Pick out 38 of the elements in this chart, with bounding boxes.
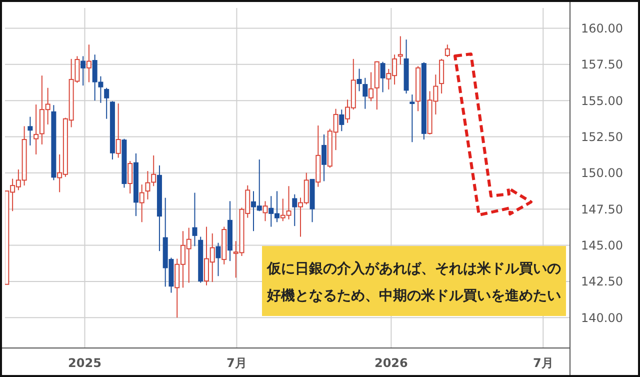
candlestick [380, 61, 386, 93]
x-tick-label: 7月 [226, 356, 247, 370]
candlestick [86, 44, 92, 83]
candlestick [80, 56, 86, 86]
x-tick-label: 2026 [374, 356, 408, 370]
candlestick [398, 36, 403, 66]
x-tick-label: 2025 [68, 356, 102, 370]
y-tick-label: 157.50 [581, 58, 623, 72]
candlestick [356, 68, 362, 92]
candlestick [362, 77, 368, 110]
candlestick [216, 242, 221, 277]
candlestick [192, 192, 198, 247]
candlestick [368, 72, 374, 102]
candlestick [145, 170, 150, 200]
candlestick [444, 44, 450, 58]
annotation: 仮に日銀の介入があれば、それは米ドル買いの好機となるため、中期の米ドル買いを進めたい [266, 260, 561, 304]
candlestick [139, 184, 144, 223]
candlestick [128, 160, 133, 194]
candlestick [116, 102, 121, 158]
x-tick-label: 7月 [532, 356, 554, 370]
y-tick-label: 140.00 [581, 310, 623, 325]
candlestick [262, 200, 268, 222]
candlestick [439, 58, 444, 94]
candlestick [339, 109, 344, 132]
candlestick [104, 87, 110, 120]
candlestick [28, 116, 33, 146]
y-tick-label: 150.00 [581, 166, 623, 180]
candlestick [34, 104, 39, 155]
y-tick-label: 145.00 [581, 238, 623, 252]
y-tick-label: 155.00 [581, 94, 623, 108]
y-tick-label: 160.00 [581, 21, 623, 36]
candlestick [292, 194, 298, 227]
y-tick-label: 142.50 [581, 274, 623, 289]
candlestick [410, 94, 415, 143]
candlestick [322, 134, 327, 182]
y-tick-label: 147.50 [581, 202, 623, 216]
candlestick [151, 154, 156, 187]
y-tick-label: 152.50 [581, 130, 623, 144]
